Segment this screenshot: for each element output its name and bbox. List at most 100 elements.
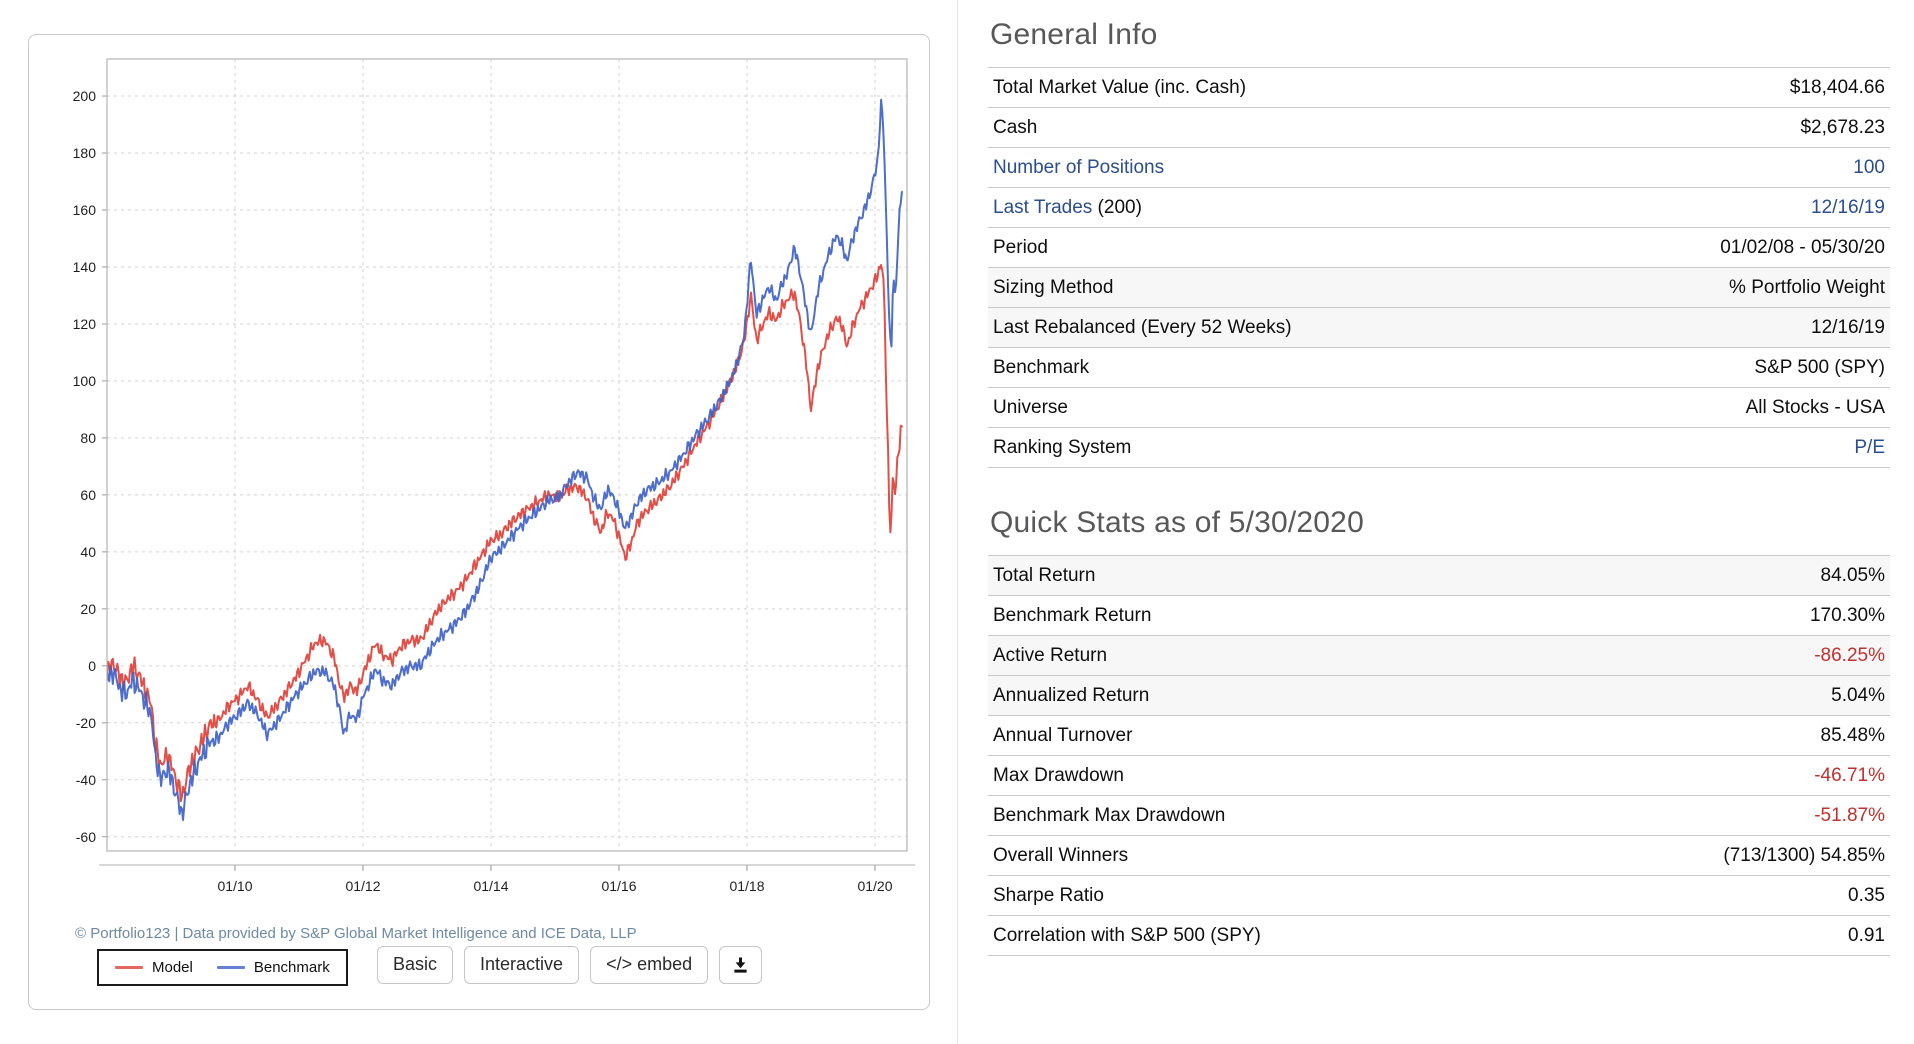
row-value: -51.87% <box>1545 795 1890 836</box>
row-label-text: Ranking System <box>993 436 1132 458</box>
x-axis-tick-label: 01/10 <box>217 878 252 894</box>
row-value[interactable]: 12/16/19 <box>1563 187 1890 228</box>
general-info-row: Total Market Value (inc. Cash) $18,404.66 <box>988 67 1890 108</box>
row-label-text: Annual Turnover <box>993 724 1133 746</box>
row-label: Annualized Return <box>988 675 1546 716</box>
row-label-text: Overall Winners <box>993 844 1129 866</box>
row-value: 84.05% <box>1545 555 1890 596</box>
row-label: Correlation with S&P 500 (SPY) <box>988 915 1546 956</box>
download-icon <box>734 957 747 973</box>
general-info-title: General Info <box>990 18 1158 51</box>
row-label-text: Sizing Method <box>993 276 1114 298</box>
chart-copyright: © Portfolio123 | Data provided by S&P Gl… <box>75 925 637 942</box>
chart-card: -60 -40 -20 0 20 40 60 80 100 120 140 160 180 200 01/1… <box>28 34 930 1010</box>
row-label-text: Benchmark Max Drawdown <box>993 804 1226 826</box>
general-info-row: Cash $2,678.23 <box>988 107 1890 148</box>
row-value: -86.25% <box>1545 635 1890 676</box>
y-axis-tick-label: -40 <box>76 772 96 788</box>
quick-stats-row: Max Drawdown -46.71% <box>988 755 1890 796</box>
general-info-row: Ranking System P/E <box>988 427 1890 468</box>
row-label-text: Max Drawdown <box>993 764 1124 786</box>
general-info-row: Sizing Method % Portfolio Weight <box>988 267 1890 308</box>
row-value[interactable]: 100 <box>1563 147 1890 188</box>
row-label: Number of Positions <box>988 147 1564 188</box>
x-axis-tick-label: 01/14 <box>473 878 508 894</box>
row-label-text: Period <box>993 236 1048 258</box>
row-value: S&P 500 (SPY) <box>1563 347 1890 388</box>
legend-label: Model <box>152 959 193 976</box>
row-label: Last Trades (200) <box>988 187 1564 228</box>
y-axis-tick-label: 180 <box>73 145 97 161</box>
legend-label: Benchmark <box>253 959 330 976</box>
quick-stats-row: Annualized Return 5.04% <box>988 675 1890 716</box>
general-info-row: Last Rebalanced (Every 52 Weeks) 12/16/19 <box>988 307 1890 348</box>
quick-stats-row: Total Return 84.05% <box>988 555 1890 596</box>
row-value: 12/16/19 <box>1563 307 1890 348</box>
basic-button[interactable]: Basic <box>377 946 454 984</box>
row-label: Period <box>988 227 1564 268</box>
row-value[interactable]: P/E <box>1563 427 1890 468</box>
x-axis-tick-label: 01/16 <box>601 878 636 894</box>
row-label: Last Rebalanced (Every 52 Weeks) <box>988 307 1564 348</box>
row-label: Max Drawdown <box>988 755 1546 796</box>
row-label-text: Cash <box>993 116 1038 138</box>
row-label-text: Sharpe Ratio <box>993 884 1104 906</box>
quick-stats-row: Annual Turnover 85.48% <box>988 715 1890 756</box>
y-axis-tick-label: 160 <box>73 202 97 218</box>
y-axis-tick-label: -60 <box>76 829 96 845</box>
x-axis-tick-label: 01/18 <box>729 878 764 894</box>
legend-line-swatch <box>216 966 245 969</box>
info-column: General Info Total Market Value (inc. Ca… <box>988 18 1890 956</box>
quick-stats-row: Active Return -86.25% <box>988 635 1890 676</box>
y-axis-tick-label: 120 <box>73 316 97 332</box>
x-axis-tick-label: 01/12 <box>345 878 380 894</box>
row-label-text: Universe <box>993 396 1068 418</box>
general-info-table: Total Market Value (inc. Cash) $18,404.66… <box>988 67 1890 468</box>
quick-stats-table: Total Return 84.05% Benchmark Return 170.30… <box>988 555 1890 956</box>
embed-button[interactable]: </> embed <box>590 946 709 984</box>
y-axis-tick-label: 200 <box>73 88 97 104</box>
row-label: Active Return <box>988 635 1546 676</box>
y-axis-tick-label: 100 <box>73 373 97 389</box>
general-info-row: Period 01/02/08 - 05/30/20 <box>988 227 1890 268</box>
row-label: Benchmark Return <box>988 595 1546 636</box>
row-label: Cash <box>988 107 1564 148</box>
y-axis-tick-label: 0 <box>88 658 96 674</box>
quick-stats-row: Benchmark Max Drawdown -51.87% <box>988 795 1890 836</box>
interactive-button[interactable]: Interactive <box>464 946 580 984</box>
row-label: Annual Turnover <box>988 715 1546 756</box>
row-label-text: Benchmark Return <box>993 604 1152 626</box>
quick-stats-row: Overall Winners (713/1300) 54.85% <box>988 835 1890 876</box>
row-label: Benchmark <box>988 347 1564 388</box>
row-label-text: Total Return <box>993 564 1096 586</box>
legend-item-benchmark: Benchmark <box>216 959 330 976</box>
chart-legend: Model Benchmark <box>97 949 348 986</box>
row-label-link[interactable]: Number of Positions <box>993 156 1165 178</box>
performance-chart: -60 -40 -20 0 20 40 60 80 100 120 140 160 180 200 01/1… <box>73 58 915 894</box>
quick-stats-row: Sharpe Ratio 0.35 <box>988 875 1890 916</box>
row-label-text: Annualized Return <box>993 684 1150 706</box>
row-value: All Stocks - USA <box>1563 387 1890 428</box>
general-info-row: Universe All Stocks - USA <box>988 387 1890 428</box>
y-axis-tick-label: -20 <box>76 715 96 731</box>
row-value: 85.48% <box>1545 715 1890 756</box>
row-label-link[interactable]: Last Trades <box>993 196 1093 218</box>
legend-line-swatch <box>115 966 143 969</box>
row-value: 0.91 <box>1545 915 1890 956</box>
row-label-suffix: (200) <box>1092 196 1142 218</box>
row-value: 01/02/08 - 05/30/20 <box>1563 227 1890 268</box>
row-label-text: Benchmark <box>993 356 1090 378</box>
row-label-text: Last Rebalanced (Every 52 Weeks) <box>993 316 1292 338</box>
x-axis-tick-label: 01/20 <box>857 878 892 894</box>
general-info-row: Benchmark S&P 500 (SPY) <box>988 347 1890 388</box>
row-label-text: Active Return <box>993 644 1108 666</box>
y-axis-tick-label: 40 <box>80 544 96 560</box>
general-info-row: Number of Positions 100 <box>988 147 1890 188</box>
download-button[interactable] <box>719 946 763 984</box>
y-axis-tick-label: 20 <box>80 601 96 617</box>
series-line-benchmark <box>107 98 903 821</box>
row-label: Ranking System <box>988 427 1564 468</box>
chart-toolbar: Basic Interactive </> embed <box>377 946 763 984</box>
row-value: $18,404.66 <box>1563 67 1890 108</box>
y-axis-tick-label: 140 <box>73 259 97 275</box>
